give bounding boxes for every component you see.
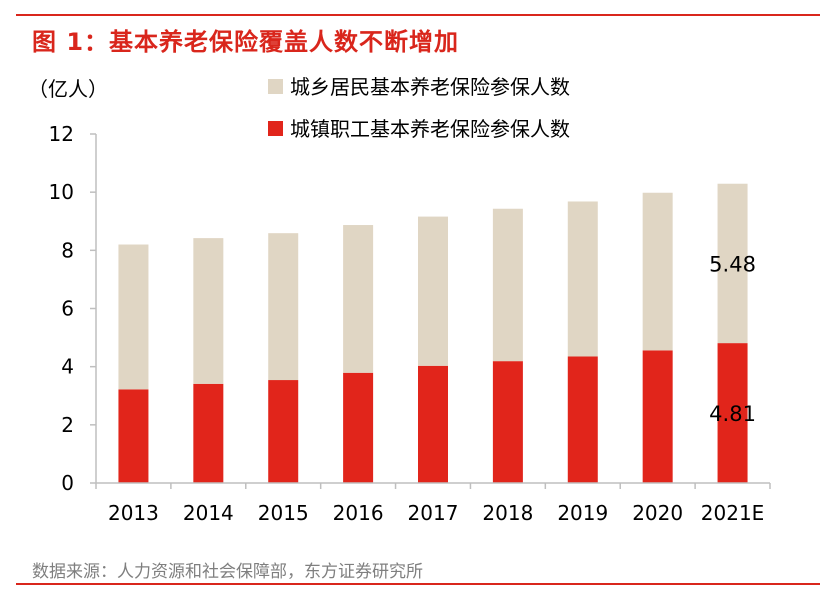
bar-segment-urban-rural-2013: [118, 244, 149, 390]
top-rule: [16, 14, 820, 16]
bar-segment-employee-2020: [642, 350, 673, 483]
y-tick-label: 6: [61, 297, 74, 321]
bar-segment-employee-2019: [567, 356, 598, 483]
bottom-rule: [16, 583, 820, 585]
x-tick-label: 2016: [333, 501, 384, 525]
axes-group: 0 2 4 6 8 10 12 2013 2014 2015 2016 2017 2018 2019 202…: [49, 122, 771, 525]
y-tick-label: 10: [49, 180, 74, 204]
bar-segment-employee-2015: [268, 380, 299, 483]
bar-segment-urban-rural-2021E: [717, 183, 748, 344]
x-tick-label: 2017: [408, 501, 459, 525]
bar-segment-employee-2018: [492, 361, 523, 483]
y-tick-label: 2: [61, 413, 74, 437]
bar-segment-urban-rural-2019: [567, 201, 598, 357]
y-tick-label: 8: [61, 238, 74, 262]
figure-title: 图 1：基本养老保险覆盖人数不断增加: [32, 28, 460, 56]
x-tick-label: 2014: [183, 501, 234, 525]
bar-segment-employee-2017: [418, 365, 448, 483]
y-tick-label: 12: [49, 122, 74, 146]
data-labels-group: 5.48 4.81: [709, 252, 756, 426]
x-tick-label: 2019: [557, 501, 608, 525]
y-tick-label: 4: [61, 355, 74, 379]
x-tick-label: 2018: [482, 501, 533, 525]
x-tick-label: 2015: [258, 501, 309, 525]
bar-segment-urban-rural-2018: [492, 208, 523, 362]
source-note: 数据来源：人力资源和社会保障部，东方证券研究所: [32, 562, 423, 582]
bar-segment-urban-rural-2017: [418, 216, 448, 366]
bar-segment-employee-2014: [193, 383, 224, 483]
x-tick-label: 2020: [632, 501, 683, 525]
bar-segment-employee-2021E: [717, 343, 748, 483]
bar-segment-urban-rural-2015: [268, 233, 299, 381]
bar-segment-urban-rural-2016: [343, 225, 374, 373]
y-axis-unit-label: （亿人）: [28, 77, 108, 101]
legend-label: 城镇职工基本养老保险参保人数: [290, 117, 570, 141]
bar-segment-urban-rural-2020: [642, 192, 673, 351]
bar-segment-urban-rural-2014: [193, 238, 224, 384]
bar-segment-employee-2013: [118, 389, 149, 483]
legend-swatch: [268, 79, 283, 94]
bars-group: [118, 183, 748, 483]
legend-swatch: [268, 121, 283, 136]
x-tick-label: 2021E: [701, 501, 765, 525]
y-tick-label: 0: [61, 471, 74, 495]
x-tick-label: 2013: [108, 501, 159, 525]
legend-label: 城乡居民基本养老保险参保人数: [290, 75, 570, 99]
data-label: 4.81: [709, 402, 756, 426]
bar-segment-employee-2016: [343, 372, 374, 483]
data-label: 5.48: [709, 252, 756, 276]
